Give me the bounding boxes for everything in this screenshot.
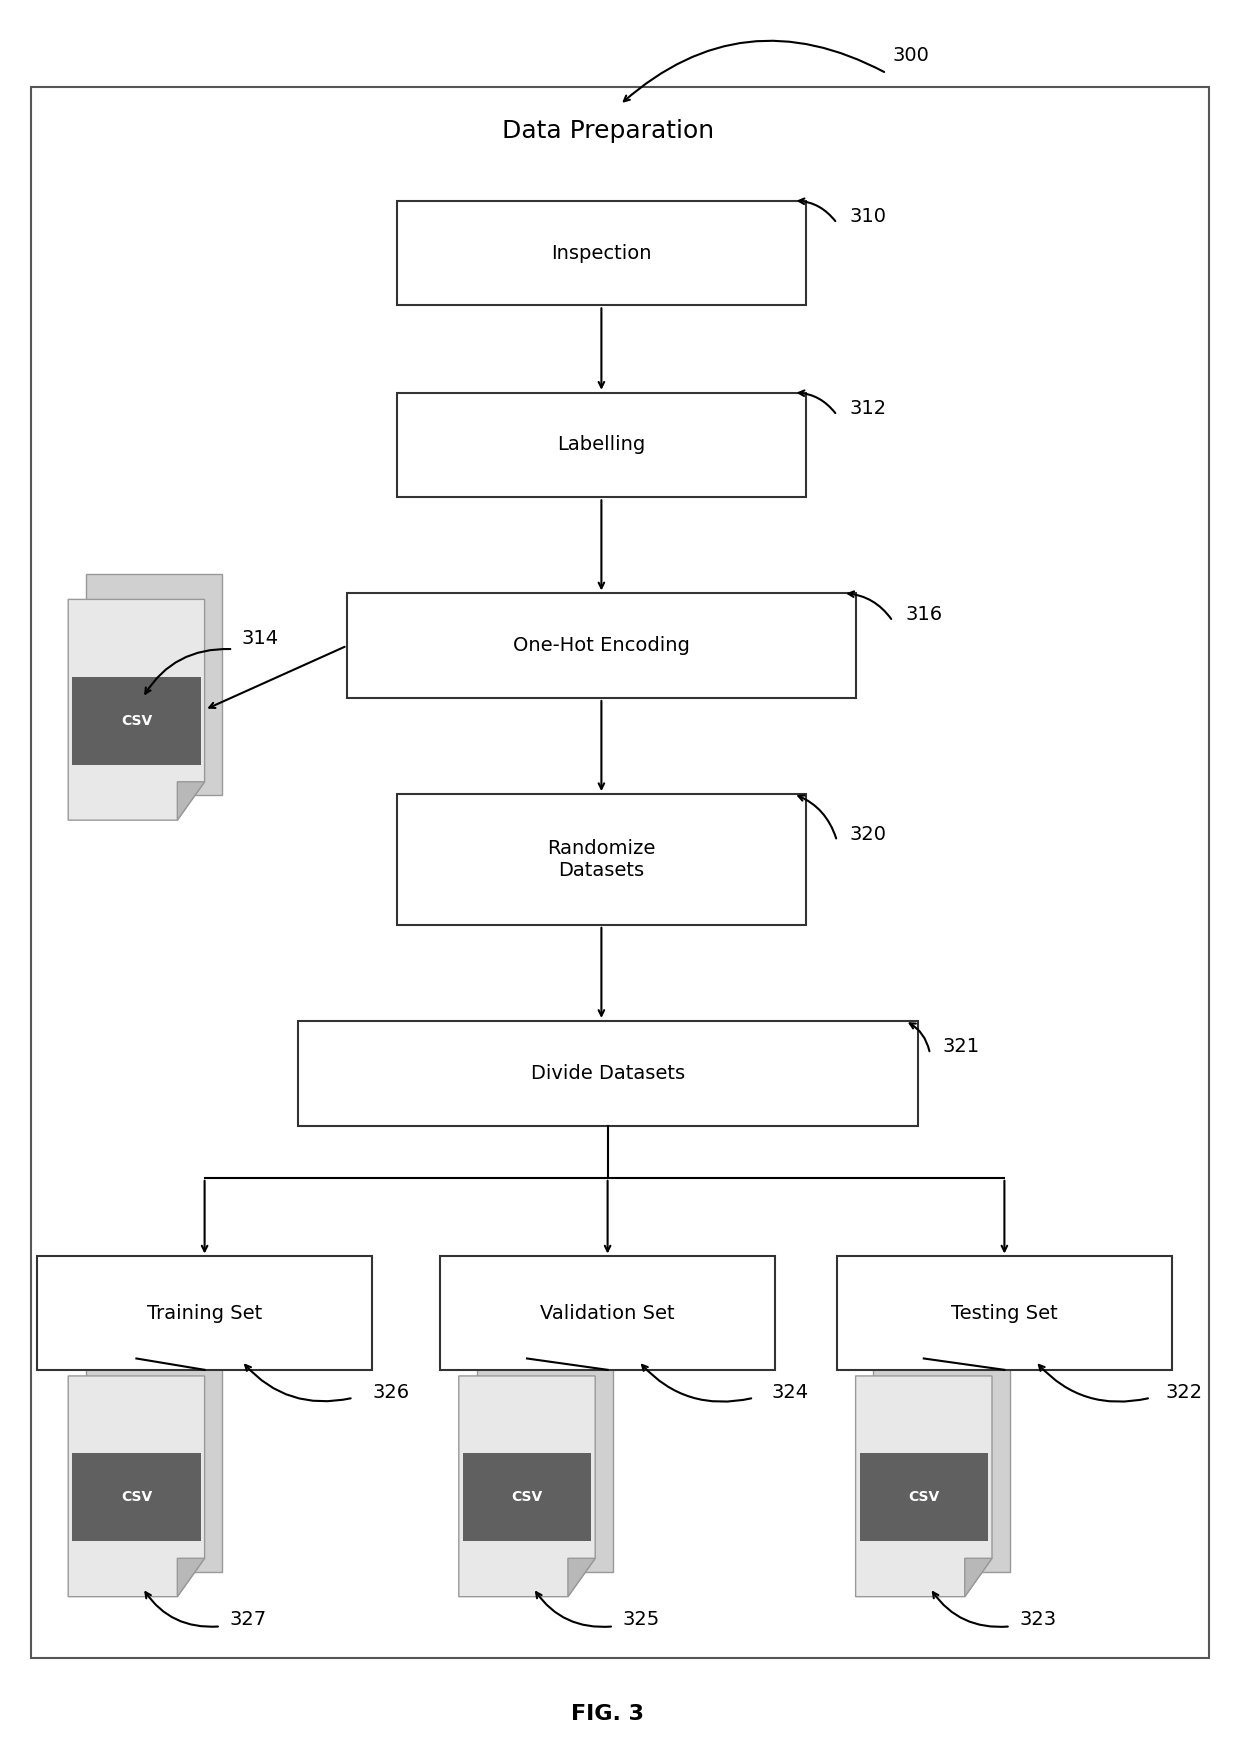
Polygon shape bbox=[177, 1558, 205, 1597]
Text: Labelling: Labelling bbox=[557, 436, 646, 454]
Text: 314: 314 bbox=[242, 630, 279, 647]
Text: 300: 300 bbox=[893, 47, 930, 65]
Text: Randomize
Datasets: Randomize Datasets bbox=[547, 839, 656, 879]
FancyBboxPatch shape bbox=[397, 393, 806, 497]
Text: CSV: CSV bbox=[908, 1490, 940, 1504]
Polygon shape bbox=[459, 1375, 595, 1597]
Text: 320: 320 bbox=[849, 825, 887, 843]
Text: CSV: CSV bbox=[511, 1490, 543, 1504]
Text: 325: 325 bbox=[622, 1611, 660, 1628]
Text: 321: 321 bbox=[942, 1038, 980, 1056]
Text: 312: 312 bbox=[849, 400, 887, 417]
Polygon shape bbox=[856, 1375, 992, 1597]
FancyBboxPatch shape bbox=[463, 1454, 591, 1541]
FancyBboxPatch shape bbox=[397, 201, 806, 305]
Text: CSV: CSV bbox=[120, 714, 153, 728]
Text: Data Preparation: Data Preparation bbox=[501, 119, 714, 143]
Text: Divide Datasets: Divide Datasets bbox=[531, 1064, 684, 1082]
Text: 310: 310 bbox=[849, 208, 887, 225]
FancyBboxPatch shape bbox=[440, 1256, 775, 1370]
Text: Training Set: Training Set bbox=[148, 1304, 262, 1323]
Text: FIG. 3: FIG. 3 bbox=[572, 1703, 644, 1724]
Polygon shape bbox=[965, 1558, 992, 1597]
Polygon shape bbox=[68, 1375, 205, 1597]
Text: CSV: CSV bbox=[120, 1490, 153, 1504]
FancyBboxPatch shape bbox=[859, 1454, 988, 1541]
FancyBboxPatch shape bbox=[72, 1454, 201, 1541]
FancyBboxPatch shape bbox=[86, 574, 222, 796]
FancyBboxPatch shape bbox=[873, 1351, 1009, 1572]
Text: 316: 316 bbox=[905, 606, 942, 623]
Polygon shape bbox=[568, 1558, 595, 1597]
Text: 326: 326 bbox=[372, 1384, 409, 1401]
Text: 323: 323 bbox=[1019, 1611, 1056, 1628]
Text: Validation Set: Validation Set bbox=[541, 1304, 675, 1323]
FancyBboxPatch shape bbox=[86, 1351, 222, 1572]
FancyBboxPatch shape bbox=[37, 1256, 372, 1370]
FancyBboxPatch shape bbox=[72, 677, 201, 764]
FancyBboxPatch shape bbox=[347, 593, 856, 698]
FancyBboxPatch shape bbox=[837, 1256, 1172, 1370]
Text: Inspection: Inspection bbox=[551, 244, 652, 262]
FancyBboxPatch shape bbox=[397, 794, 806, 925]
FancyBboxPatch shape bbox=[476, 1351, 613, 1572]
Text: Testing Set: Testing Set bbox=[951, 1304, 1058, 1323]
Text: 322: 322 bbox=[1166, 1384, 1203, 1401]
Text: 324: 324 bbox=[771, 1384, 808, 1401]
Text: One-Hot Encoding: One-Hot Encoding bbox=[513, 637, 689, 654]
Polygon shape bbox=[68, 599, 205, 820]
FancyBboxPatch shape bbox=[31, 87, 1209, 1658]
Polygon shape bbox=[177, 782, 205, 820]
FancyBboxPatch shape bbox=[298, 1021, 918, 1126]
Text: 327: 327 bbox=[229, 1611, 267, 1628]
